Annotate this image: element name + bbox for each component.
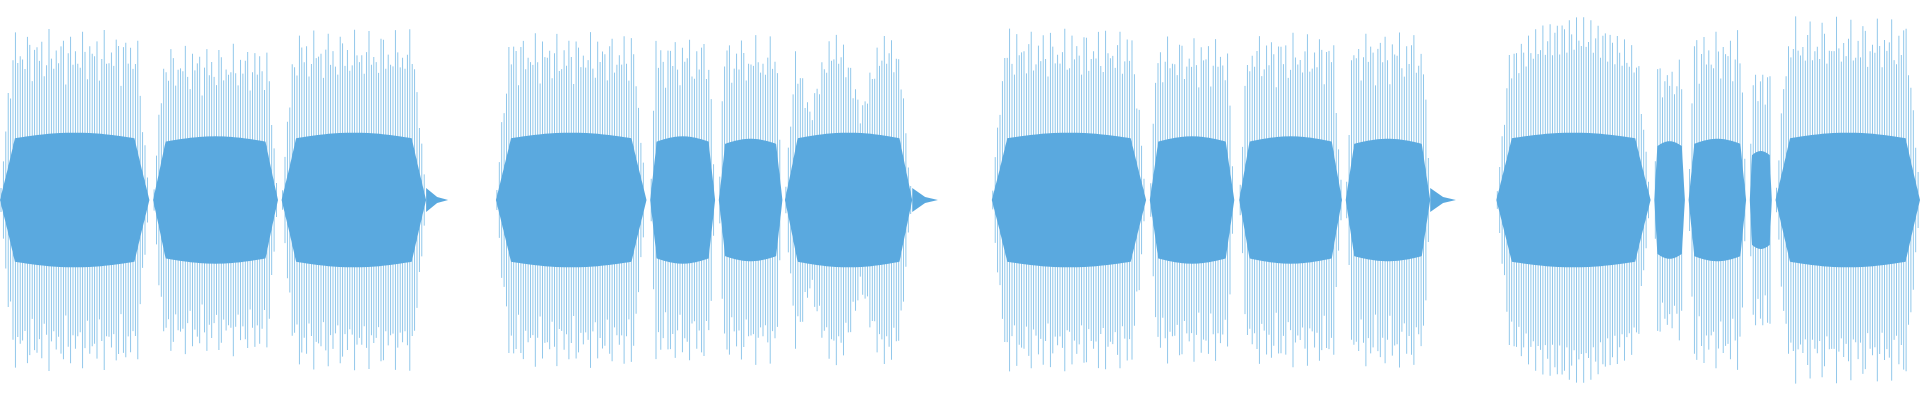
waveform-core bbox=[784, 132, 913, 268]
waveform-core bbox=[495, 132, 647, 268]
waveform-core bbox=[1239, 136, 1342, 264]
waveform-tail bbox=[426, 188, 449, 212]
waveform-core bbox=[1345, 138, 1431, 262]
waveform-core bbox=[1749, 151, 1772, 249]
waveform-tail bbox=[912, 188, 938, 212]
waveform-tail bbox=[1430, 188, 1456, 212]
waveform-core bbox=[991, 132, 1147, 268]
waveform-core bbox=[1775, 132, 1920, 268]
waveform-core bbox=[650, 136, 716, 264]
waveform-core bbox=[1149, 136, 1235, 264]
waveform-core bbox=[1688, 138, 1747, 262]
waveform-core bbox=[1496, 132, 1651, 268]
waveform-core bbox=[1654, 141, 1685, 259]
waveform-core bbox=[281, 132, 427, 268]
waveform-core bbox=[0, 132, 150, 268]
waveform-core bbox=[718, 138, 783, 262]
waveform-core bbox=[153, 136, 278, 264]
